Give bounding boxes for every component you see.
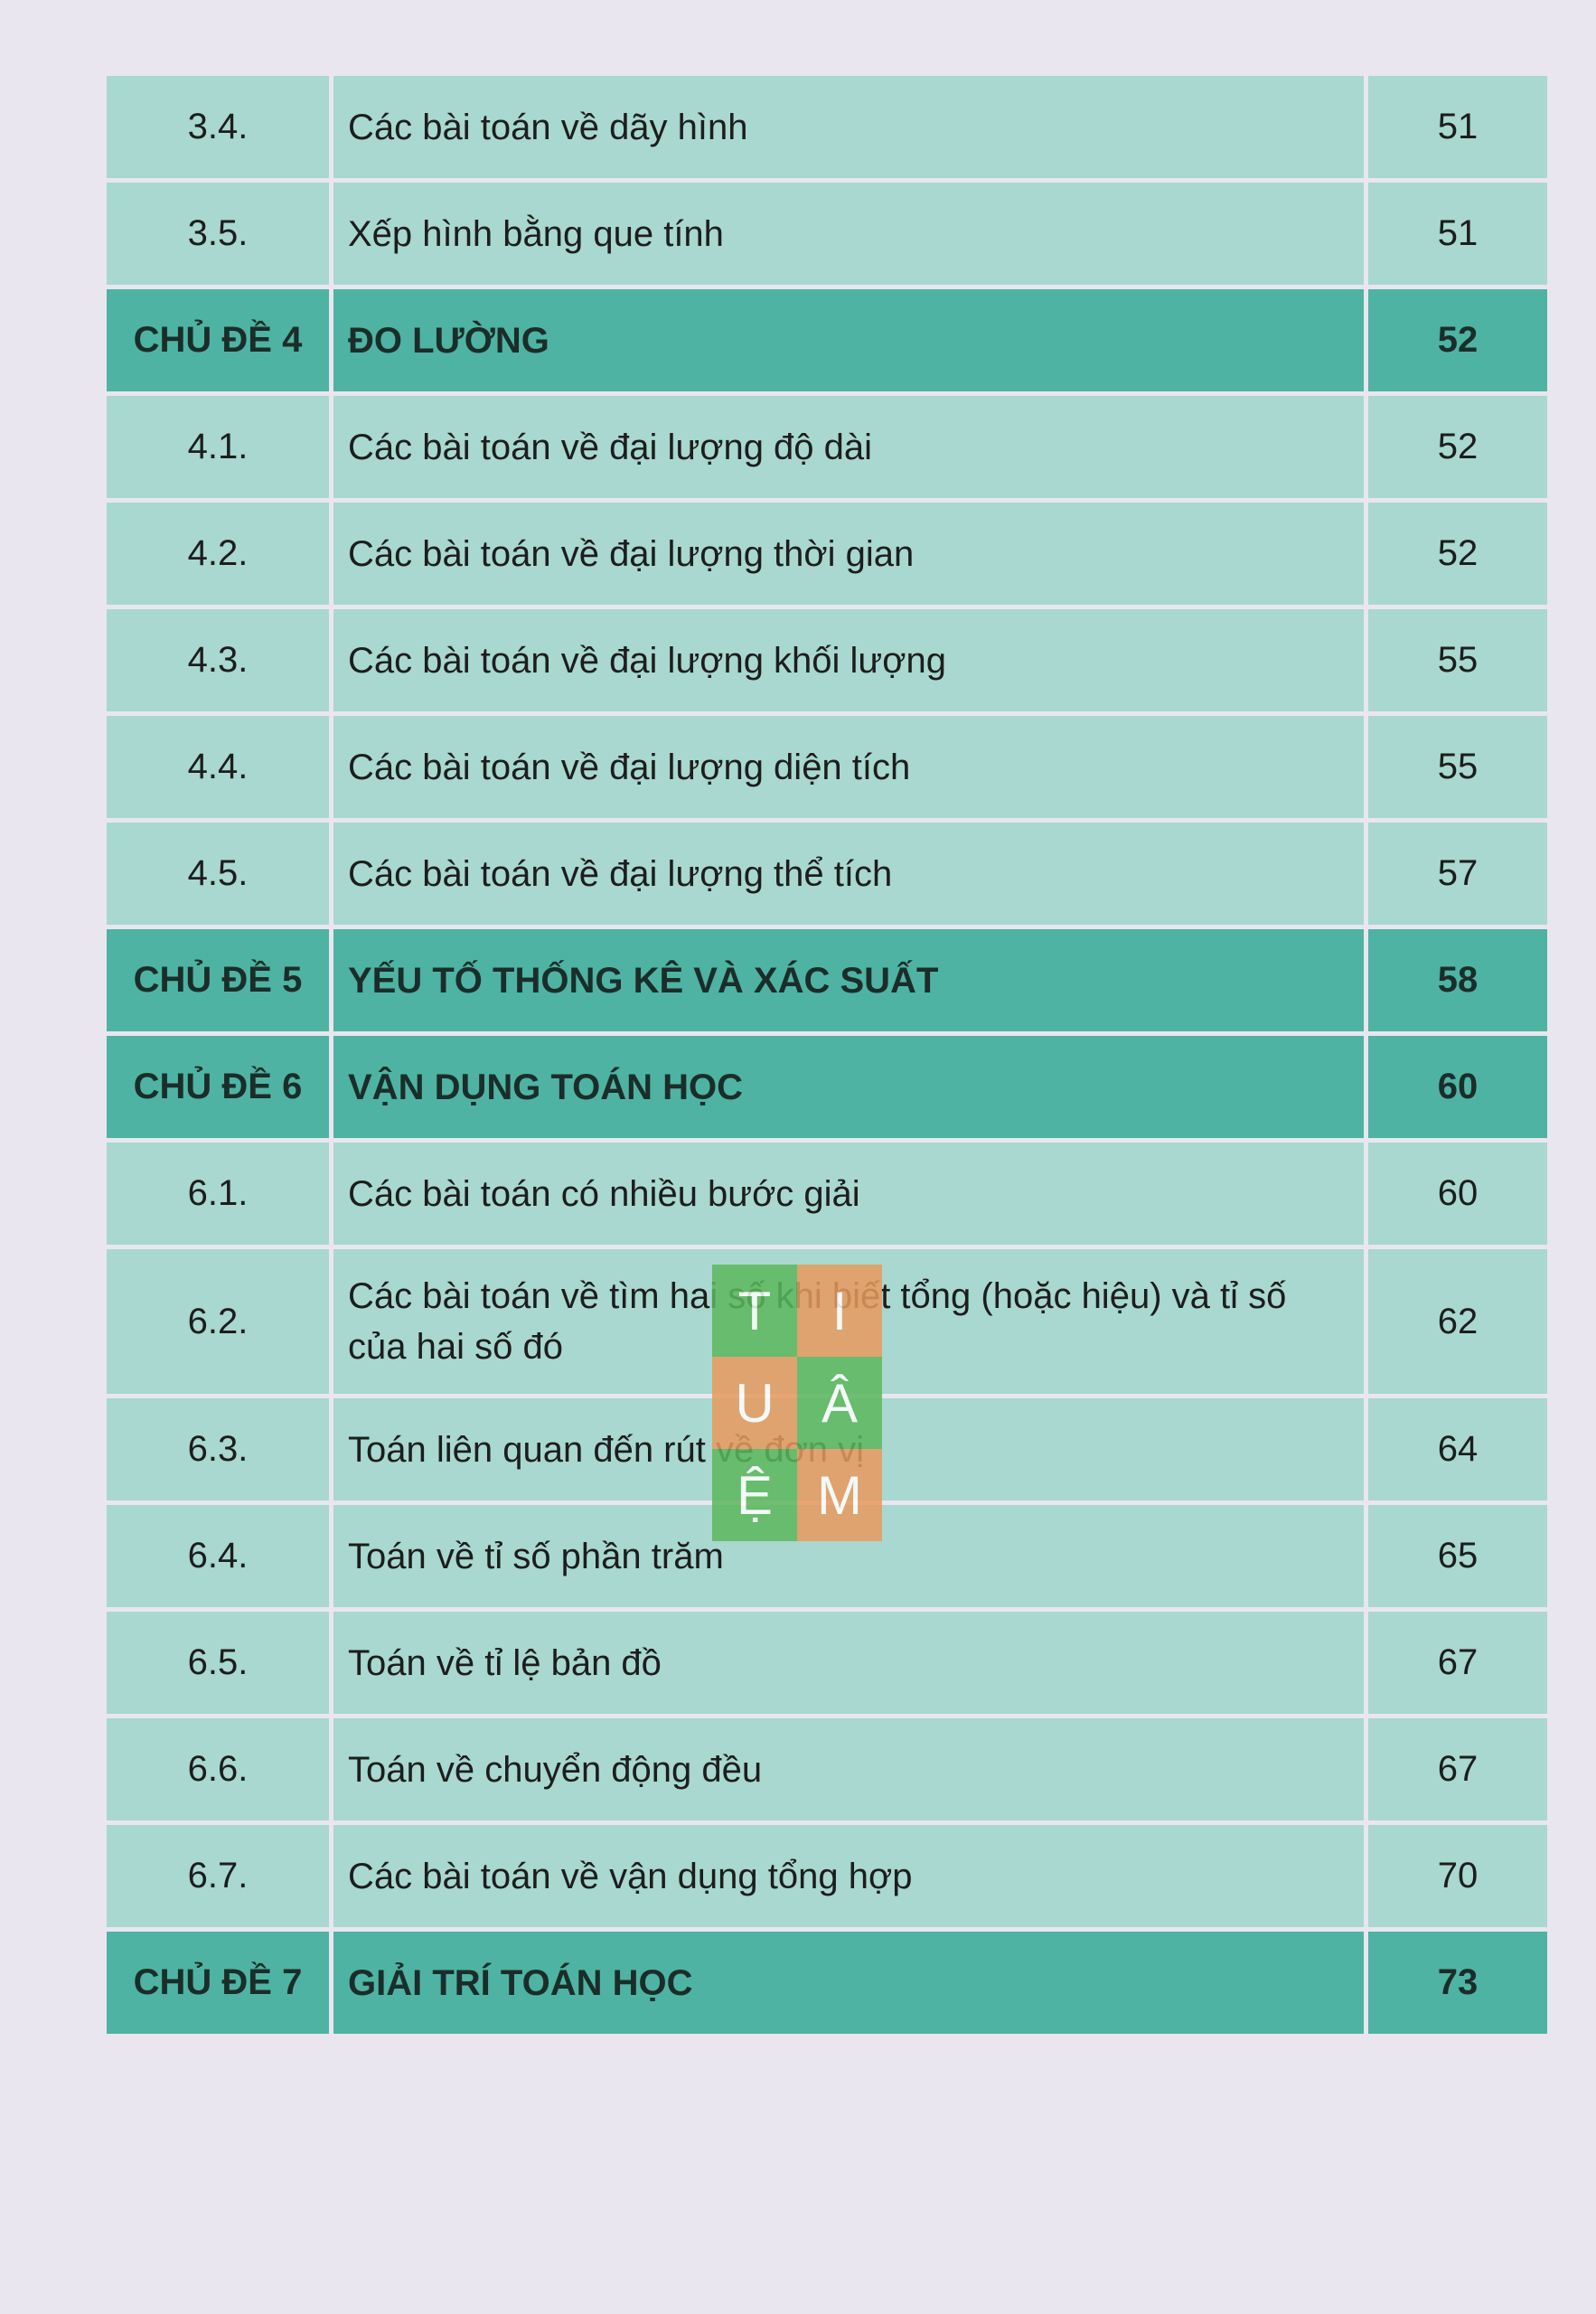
- entry-number: CHỦ ĐỀ 6: [107, 1036, 329, 1138]
- entry-page: 51: [1368, 76, 1547, 178]
- entry-page: 65: [1368, 1505, 1547, 1607]
- entry-title: Các bài toán về đại lượng thời gian: [333, 503, 1364, 605]
- item-row: 6.7. Các bài toán về vận dụng tổng hợp 70: [107, 1825, 1547, 1927]
- entry-page: 60: [1368, 1143, 1547, 1245]
- entry-title: Xếp hình bằng que tính: [333, 183, 1364, 285]
- entry-page: 60: [1368, 1036, 1547, 1138]
- item-row: 4.2. Các bài toán về đại lượng thời gian 5…: [107, 503, 1547, 605]
- watermark-letter: Ệ: [712, 1449, 797, 1541]
- entry-title: GIẢI TRÍ TOÁN HỌC: [333, 1932, 1364, 2034]
- watermark-letter: Â: [797, 1357, 882, 1449]
- item-row: 6.5. Toán về tỉ lệ bản đồ 67: [107, 1612, 1547, 1714]
- entry-page: 64: [1368, 1398, 1547, 1500]
- entry-page: 55: [1368, 716, 1547, 818]
- item-row: 6.1. Các bài toán có nhiều bước giải 60: [107, 1143, 1547, 1245]
- entry-number: 4.3.: [107, 609, 329, 711]
- entry-number: 6.3.: [107, 1398, 329, 1500]
- item-row: 3.4. Các bài toán về dãy hình 51: [107, 76, 1547, 178]
- entry-page: 52: [1368, 289, 1547, 391]
- entry-number: 4.5.: [107, 823, 329, 925]
- entry-title: Các bài toán về đại lượng thể tích: [333, 823, 1364, 925]
- topic-row: CHỦ ĐỀ 6 VẬN DỤNG TOÁN HỌC 60: [107, 1036, 1547, 1138]
- entry-number: 4.2.: [107, 503, 329, 605]
- item-row: 4.1. Các bài toán về đại lượng độ dài 52: [107, 396, 1547, 498]
- entry-page: 55: [1368, 609, 1547, 711]
- entry-page: 62: [1368, 1249, 1547, 1394]
- entry-number: 4.1.: [107, 396, 329, 498]
- entry-number: 6.1.: [107, 1143, 329, 1245]
- entry-page: 57: [1368, 823, 1547, 925]
- topic-row: CHỦ ĐỀ 7 GIẢI TRÍ TOÁN HỌC 73: [107, 1932, 1547, 2034]
- topic-row: CHỦ ĐỀ 5 YẾU TỐ THỐNG KÊ VÀ XÁC SUẤT 58: [107, 929, 1547, 1031]
- entry-page: 52: [1368, 503, 1547, 605]
- entry-number: 6.2.: [107, 1249, 329, 1394]
- entry-page: 67: [1368, 1612, 1547, 1714]
- entry-title: Các bài toán về dãy hình: [333, 76, 1364, 178]
- entry-title: Các bài toán về đại lượng độ dài: [333, 396, 1364, 498]
- entry-page: 70: [1368, 1825, 1547, 1927]
- entry-number: CHỦ ĐỀ 5: [107, 929, 329, 1031]
- item-row: 6.4. Toán về tỉ số phần trăm 65: [107, 1505, 1547, 1607]
- item-row: 6.6. Toán về chuyển động đều 67: [107, 1718, 1547, 1820]
- entry-title: ĐO LƯỜNG: [333, 289, 1364, 391]
- entry-title: Các bài toán về vận dụng tổng hợp: [333, 1825, 1364, 1927]
- item-row: 3.5. Xếp hình bằng que tính 51: [107, 183, 1547, 285]
- watermark-letter: M: [797, 1449, 882, 1541]
- entry-page: 51: [1368, 183, 1547, 285]
- entry-number: 4.4.: [107, 716, 329, 818]
- entry-number: 6.4.: [107, 1505, 329, 1607]
- item-row: 4.5. Các bài toán về đại lượng thể tích 57: [107, 823, 1547, 925]
- entry-title: VẬN DỤNG TOÁN HỌC: [333, 1036, 1364, 1138]
- watermark-letter: T: [712, 1265, 797, 1357]
- table-of-contents: 3.4. Các bài toán về dãy hình 51 3.5. Xếp hì…: [107, 76, 1547, 2034]
- entry-title: Toán về tỉ lệ bản đồ: [333, 1612, 1364, 1714]
- entry-page: 58: [1368, 929, 1547, 1031]
- entry-title: Các bài toán về đại lượng diện tích: [333, 716, 1364, 818]
- item-row: 4.3. Các bài toán về đại lượng khối lượng…: [107, 609, 1547, 711]
- entry-number: 3.5.: [107, 183, 329, 285]
- entry-number: 6.5.: [107, 1612, 329, 1714]
- entry-page: 52: [1368, 396, 1547, 498]
- entry-title: Toán về chuyển động đều: [333, 1718, 1364, 1820]
- entry-title: Các bài toán về đại lượng khối lượng: [333, 609, 1364, 711]
- entry-number: CHỦ ĐỀ 4: [107, 289, 329, 391]
- entry-number: 6.7.: [107, 1825, 329, 1927]
- entry-page: 67: [1368, 1718, 1547, 1820]
- entry-page: 73: [1368, 1932, 1547, 2034]
- entry-number: 3.4.: [107, 76, 329, 178]
- watermark-letter: U: [712, 1357, 797, 1449]
- item-row: 4.4. Các bài toán về đại lượng diện tích 5…: [107, 716, 1547, 818]
- entry-number: CHỦ ĐỀ 7: [107, 1932, 329, 2034]
- entry-title: Các bài toán có nhiều bước giải: [333, 1143, 1364, 1245]
- topic-row: CHỦ ĐỀ 4 ĐO LƯỜNG 52: [107, 289, 1547, 391]
- watermark-letter: I: [797, 1265, 882, 1357]
- entry-number: 6.6.: [107, 1718, 329, 1820]
- entry-title: YẾU TỐ THỐNG KÊ VÀ XÁC SUẤT: [333, 929, 1364, 1031]
